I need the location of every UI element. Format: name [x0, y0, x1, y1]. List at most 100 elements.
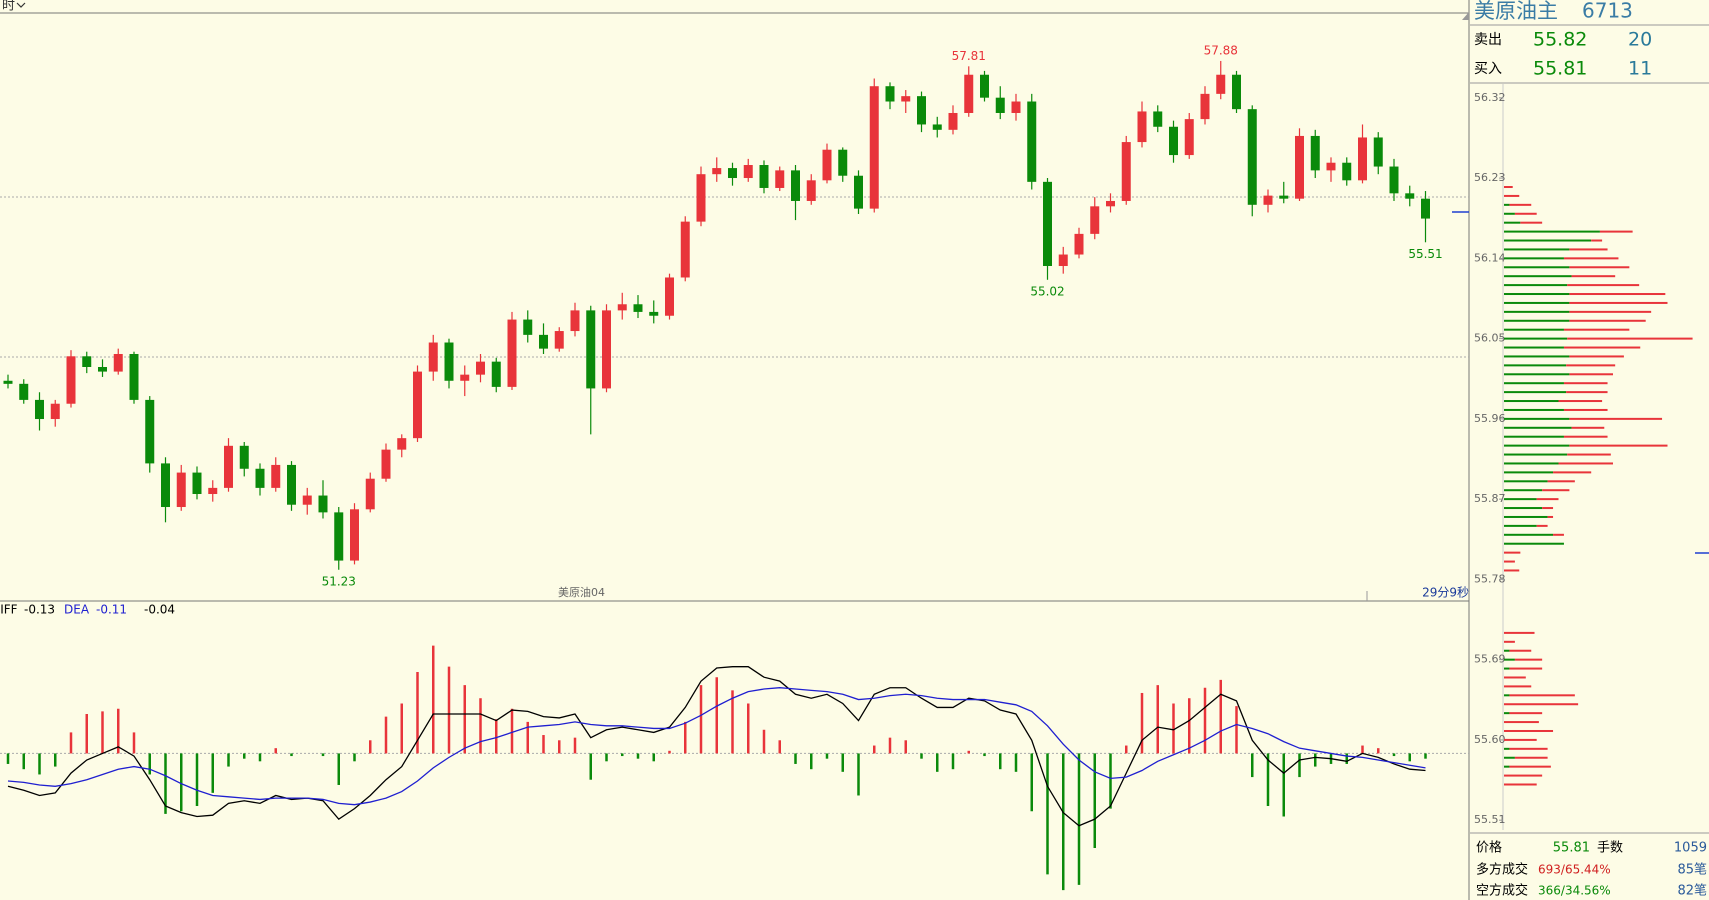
- profile-bar: [1504, 275, 1572, 278]
- profile-bar: [1504, 649, 1510, 652]
- profile-bar: [1504, 774, 1543, 777]
- profile-bar: [1504, 417, 1570, 420]
- candle-body: [428, 342, 438, 372]
- profile-bar: [1504, 266, 1570, 269]
- corner-icon: [1462, 12, 1469, 20]
- profile-bar: [1571, 275, 1616, 278]
- profile-bar: [1542, 507, 1554, 510]
- ask-size: 20: [1628, 29, 1652, 51]
- profile-bar: [1504, 301, 1570, 304]
- profile-bar: [1569, 248, 1608, 251]
- candle-body: [3, 380, 13, 384]
- y-tick-label: 55.51: [1474, 813, 1506, 826]
- candle-body: [98, 367, 107, 372]
- profile-bar: [1504, 230, 1600, 233]
- instrument-label: 美原油04: [558, 585, 605, 599]
- profile-bar: [1504, 676, 1526, 679]
- profile-bar: [1547, 515, 1554, 518]
- extreme-label: 55.51: [1408, 247, 1442, 261]
- profile-bar: [1553, 471, 1592, 474]
- candle-body: [1169, 126, 1178, 156]
- candle-body: [1389, 166, 1399, 194]
- symbol-code: 6713: [1582, 0, 1633, 23]
- profile-bar: [1563, 435, 1608, 438]
- candle-body: [255, 468, 265, 488]
- profile-bar: [1504, 444, 1570, 447]
- profile-bar: [1504, 658, 1515, 661]
- candle-body: [885, 86, 895, 102]
- candle-body: [1326, 162, 1336, 171]
- candle-body: [192, 472, 202, 495]
- candle-body: [1358, 137, 1367, 181]
- profile-bar: [1509, 694, 1575, 697]
- candle-body: [476, 361, 485, 375]
- profile-bar: [1504, 194, 1520, 197]
- profile-bar: [1569, 417, 1663, 420]
- legend-value: -0.04: [144, 603, 175, 617]
- dropdown-chevron[interactable]: [16, 2, 26, 8]
- candle-body: [1153, 111, 1163, 127]
- candle-body: [491, 361, 501, 387]
- profile-bar: [1514, 658, 1543, 661]
- candle-body: [176, 472, 186, 508]
- profile-bar: [1504, 221, 1521, 224]
- candle-body: [1058, 254, 1068, 267]
- profile-bar: [1504, 694, 1510, 697]
- profile-bar: [1504, 560, 1515, 563]
- candle-body: [602, 310, 611, 389]
- candle-body: [838, 149, 848, 176]
- candle-body: [617, 304, 627, 311]
- profile-bar: [1569, 301, 1668, 304]
- candle-body: [901, 96, 911, 102]
- candle-body: [665, 277, 674, 316]
- candle-body: [539, 334, 548, 349]
- candle-body: [1232, 74, 1241, 110]
- profile-bar: [1504, 400, 1559, 403]
- profile-bar: [1504, 408, 1564, 411]
- candle-body: [1074, 233, 1084, 255]
- candle-body: [1184, 119, 1194, 156]
- candle-body: [208, 487, 218, 495]
- period-selector[interactable]: 时: [2, 0, 15, 14]
- candle-body: [696, 174, 706, 222]
- profile-bar: [1504, 284, 1568, 287]
- candle-body: [948, 112, 958, 130]
- profile-bar: [1504, 703, 1579, 706]
- profile-bar: [1558, 400, 1603, 403]
- candle-body: [397, 438, 407, 450]
- candle-body: [145, 399, 155, 464]
- profile-bar: [1504, 551, 1521, 554]
- candle-body: [1342, 162, 1352, 181]
- stat-count: 82笔: [1677, 883, 1707, 899]
- profile-bar: [1553, 533, 1564, 536]
- candle-body: [1405, 193, 1415, 199]
- profile-bar: [1504, 471, 1554, 474]
- profile-bar: [1504, 293, 1570, 296]
- extreme-label: 51.23: [322, 574, 356, 588]
- profile-bar: [1569, 373, 1613, 376]
- profile-bar: [1504, 257, 1564, 260]
- profile-bar: [1509, 765, 1551, 768]
- ask-price: 55.82: [1533, 29, 1587, 51]
- bid-price: 55.81: [1533, 58, 1587, 80]
- profile-bar: [1509, 667, 1543, 670]
- candle-body: [413, 371, 422, 439]
- legend-name: DEA: [64, 603, 90, 617]
- extreme-label: 57.81: [952, 49, 986, 63]
- profile-bar: [1504, 747, 1510, 750]
- extreme-label: 55.02: [1030, 284, 1064, 298]
- candle-body: [649, 311, 659, 316]
- profile-bar: [1504, 435, 1564, 438]
- candle-body: [19, 383, 29, 400]
- profile-bar: [1566, 391, 1608, 394]
- profile-bar: [1509, 203, 1532, 206]
- profile-bar: [1504, 462, 1559, 465]
- profile-bar: [1567, 453, 1611, 456]
- candle-body: [82, 356, 92, 367]
- profile-bar: [1571, 426, 1605, 429]
- profile-bar: [1504, 373, 1570, 376]
- candle-body: [743, 165, 753, 179]
- candle-body: [161, 463, 170, 508]
- y-tick-label: 55.78: [1474, 572, 1506, 585]
- profile-bar: [1547, 480, 1575, 483]
